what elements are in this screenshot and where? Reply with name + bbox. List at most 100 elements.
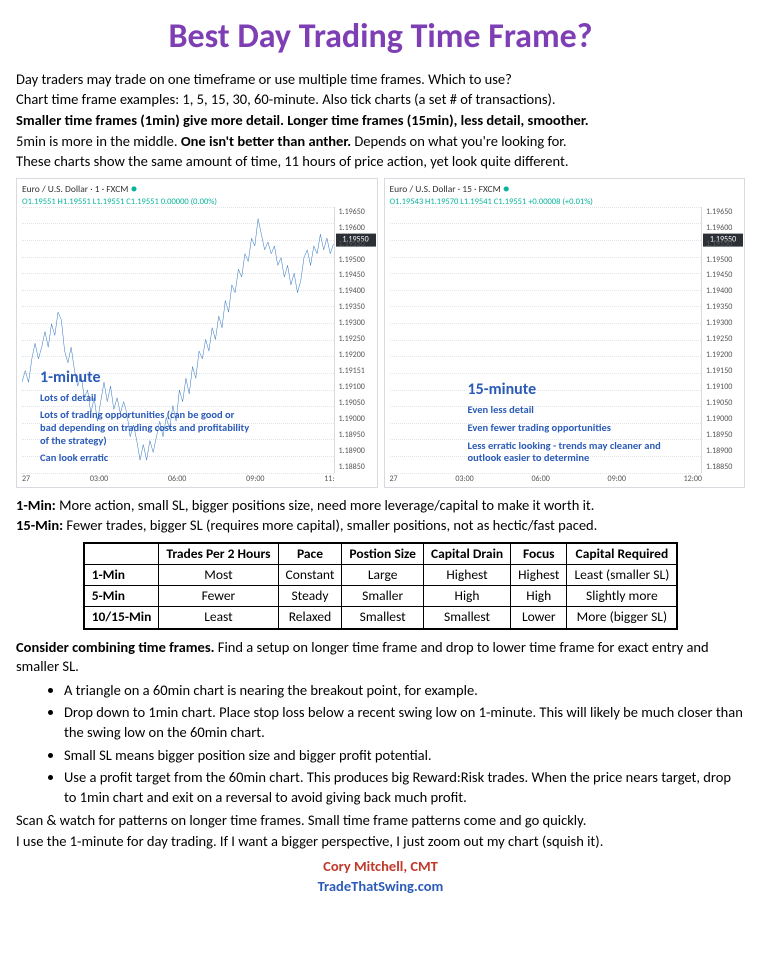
intro-line-5: These charts show the same amount of tim… [16, 152, 745, 172]
y-tick: 1.19300 [706, 318, 742, 329]
y-tick: 1.19550 [339, 239, 375, 250]
table-row: 1-MinMostConstantLargeHighestHighestLeas… [84, 565, 678, 586]
table-cell: Highest [511, 565, 567, 586]
y-tick: 1.18850 [706, 462, 742, 473]
y-tick: 1.19450 [339, 270, 375, 281]
x-tick: 27 [22, 474, 30, 486]
y-tick: 1.19150 [706, 366, 742, 377]
footer: Cory Mitchell, CMT TradeThatSwing.com [16, 857, 745, 896]
y-tick: 1.19650 [339, 207, 375, 218]
table-header-row: Trades Per 2 HoursPacePostion SizeCapita… [84, 543, 678, 565]
table-row: 5-MinFewerSteadySmallerHighHighSlightly … [84, 586, 678, 607]
chart-1min: Euro / U.S. Dollar · 1 · FXCM ● O1.19551… [16, 178, 378, 488]
y-tick: 1.19050 [706, 398, 742, 409]
intro-line-4: 5min is more in the middle. One isn't be… [16, 132, 745, 152]
y-tick: 1.19000 [706, 414, 742, 425]
page-title: Best Day Trading Time Frame? [16, 14, 745, 60]
annotation-line: Lots of detail [40, 392, 250, 405]
y-tick: 1.19100 [339, 382, 375, 393]
table-cell: Fewer [159, 586, 278, 607]
table-cell: Steady [278, 586, 342, 607]
x-tick: 12:00 [684, 474, 702, 486]
y-tick: 1.18950 [706, 430, 742, 441]
chart-1min-yaxis: 1.196501.196001.195501.195001.194501.194… [337, 207, 377, 473]
table-cell: High [423, 586, 510, 607]
table-cell: Highest [423, 565, 510, 586]
combine-block: Consider combining time frames. Find a s… [16, 638, 745, 852]
x-tick: 09:00 [608, 474, 626, 486]
x-tick: 03:00 [455, 474, 473, 486]
table-cell: 10/15-Min [84, 607, 159, 629]
table-cell: Smaller [342, 586, 424, 607]
table-header: Postion Size [342, 543, 424, 565]
y-tick: 1.19250 [706, 334, 742, 345]
table-header [84, 543, 159, 565]
chart-1min-xaxis: 27 03:00 06:00 09:00 11: [22, 474, 335, 486]
x-tick: 06:00 [168, 474, 186, 486]
annotation-line: Even less detail [468, 404, 668, 417]
x-tick: 11: [324, 474, 334, 486]
table-cell: Least [159, 607, 278, 629]
y-tick: 1.18900 [706, 446, 742, 457]
y-tick: 1.19200 [706, 350, 742, 361]
y-tick: 1.19600 [706, 223, 742, 234]
footer-site: TradeThatSwing.com [16, 877, 745, 897]
list-item: A triangle on a 60min chart is nearing t… [64, 681, 745, 701]
y-tick: 1.18850 [339, 462, 375, 473]
table-row: 10/15-MinLeastRelaxedSmallestSmallestLow… [84, 607, 678, 629]
intro-line-2: Chart time frame examples: 1, 5, 15, 30,… [16, 90, 745, 110]
y-tick: 1.19100 [706, 382, 742, 393]
y-tick: 1.19600 [339, 223, 375, 234]
table-cell: Least (smaller SL) [567, 565, 677, 586]
table-cell: 5-Min [84, 586, 159, 607]
table-cell: Constant [278, 565, 342, 586]
x-tick: 06:00 [531, 474, 549, 486]
y-tick: 1.19300 [339, 318, 375, 329]
combine-p3: I use the 1-minute for day trading. If I… [16, 832, 745, 852]
table-body: 1-MinMostConstantLargeHighestHighestLeas… [84, 565, 678, 629]
y-tick: 1.19350 [706, 302, 742, 313]
annotation-line: Lots of trading opportunities (can be go… [40, 409, 250, 447]
list-item: Small SL means bigger position size and … [64, 746, 745, 766]
y-tick: 1.19400 [339, 286, 375, 297]
x-tick: 27 [390, 474, 398, 486]
y-tick: 1.19200 [339, 350, 375, 361]
table-cell: Smallest [423, 607, 510, 629]
intro-block: Day traders may trade on one timeframe o… [16, 70, 745, 172]
chart-15min: Euro / U.S. Dollar · 15 · FXCM ● O1.1954… [384, 178, 746, 488]
table-cell: 1-Min [84, 565, 159, 586]
y-tick: 1.19350 [339, 302, 375, 313]
y-tick: 1.18900 [339, 446, 375, 457]
chart-1min-annotation: 1-minute Lots of detailLots of trading o… [40, 368, 250, 465]
table-cell: Large [342, 565, 424, 586]
chart-15min-title: Euro / U.S. Dollar · 15 · FXCM ● [385, 179, 745, 197]
annotation-line: Less erratic looking - trends may cleane… [468, 440, 668, 465]
list-item: Use a profit target from the 60min chart… [64, 768, 745, 807]
table-cell: Lower [511, 607, 567, 629]
table-cell: Relaxed [278, 607, 342, 629]
y-tick: 1.19450 [706, 270, 742, 281]
table-header: Trades Per 2 Hours [159, 543, 278, 565]
chart-1min-title: Euro / U.S. Dollar · 1 · FXCM ● [17, 179, 377, 197]
x-tick: 09:00 [246, 474, 264, 486]
table-cell: Most [159, 565, 278, 586]
chart-15min-xaxis: 27 03:00 06:00 09:00 12:00 [390, 474, 703, 486]
y-tick: 1.19650 [706, 207, 742, 218]
combine-intro: Consider combining time frames. Find a s… [16, 638, 745, 677]
y-tick: 1.19500 [706, 255, 742, 266]
x-tick: 03:00 [90, 474, 108, 486]
annotation-line: Even fewer trading opportunities [468, 422, 668, 435]
table-header: Focus [511, 543, 567, 565]
chart-1min-plot: 1-minute Lots of detailLots of trading o… [22, 207, 335, 473]
list-item: Drop down to 1min chart. Place stop loss… [64, 703, 745, 742]
table-cell: High [511, 586, 567, 607]
table-cell: More (bigger SL) [567, 607, 677, 629]
combine-p2: Scan & watch for patterns on longer time… [16, 811, 745, 831]
table-header: Pace [278, 543, 342, 565]
chart-15min-plot: 15-minute Even less detailEven fewer tra… [390, 207, 703, 473]
footer-author: Cory Mitchell, CMT [16, 857, 745, 877]
summary-1min: 1-Min: More action, small SL, bigger pos… [16, 496, 745, 516]
y-tick: 1.19151 [339, 366, 375, 377]
charts-row: Euro / U.S. Dollar · 1 · FXCM ● O1.19551… [16, 178, 745, 488]
table-cell: Smallest [342, 607, 424, 629]
